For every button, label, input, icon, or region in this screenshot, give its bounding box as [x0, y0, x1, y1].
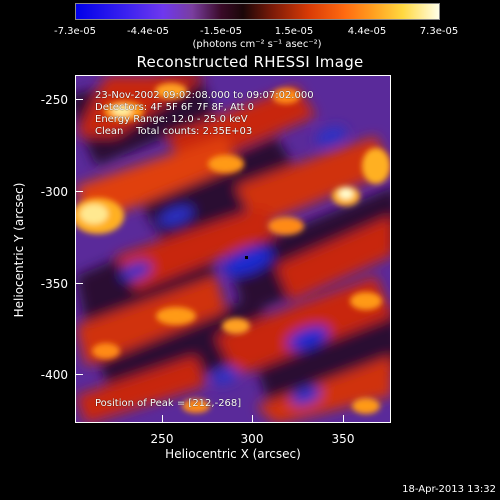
colorbar [75, 3, 440, 20]
y-major-tick [75, 283, 83, 284]
y-major-tick [75, 374, 83, 375]
colorbar-tick-label: 1.5e-05 [274, 26, 314, 37]
x-tick-label: 350 [331, 432, 355, 446]
colorbar-units-label: (photons cm⁻² s⁻¹ asec⁻²) [192, 39, 322, 50]
time-range-annotation: 23-Nov-2002 09:02:08.000 to 09:07:02.000 [95, 90, 314, 101]
image-frame: 23-Nov-2002 09:02:08.000 to 09:07:02.000… [75, 75, 391, 423]
peak-position-annotation: Position of Peak = [212,-268] [95, 398, 242, 409]
colorbar-tick-label: -1.5e-05 [200, 26, 242, 37]
x-major-tick [162, 415, 163, 423]
y-tick-label: -350 [40, 277, 68, 291]
y-tick-label: -250 [40, 93, 68, 107]
x-major-tick [343, 415, 344, 423]
y-tick-label: -400 [40, 368, 68, 382]
energy-range-annotation: Energy Range: 12.0 - 25.0 keV [95, 114, 248, 125]
detectors-annotation: Detectors: 4F 5F 6F 7F 8F, Att 0 [95, 102, 255, 113]
plot-title: Reconstructed RHESSI Image [136, 53, 364, 71]
colorbar-tick-label: 4.4e-05 [347, 26, 387, 37]
reconstructed-image [76, 76, 390, 422]
colorbar-tick-label: -4.4e-05 [127, 26, 169, 37]
y-tick-label: -300 [40, 185, 68, 199]
colorbar-tick-label: -7.3e-05 [54, 26, 96, 37]
timestamp: 18-Apr-2013 13:32 [402, 484, 496, 495]
method-counts-annotation: Clean Total counts: 2.35E+03 [95, 126, 253, 137]
y-major-tick [75, 191, 83, 192]
colorbar-tick-label: 7.3e-05 [419, 26, 459, 37]
y-axis-label: Heliocentric Y (arcsec) [12, 182, 26, 318]
x-tick-label: 250 [150, 432, 174, 446]
y-major-tick [75, 99, 83, 100]
x-major-tick [252, 415, 253, 423]
x-axis-label: Heliocentric X (arcsec) [165, 447, 301, 461]
x-tick-label: 300 [240, 432, 264, 446]
